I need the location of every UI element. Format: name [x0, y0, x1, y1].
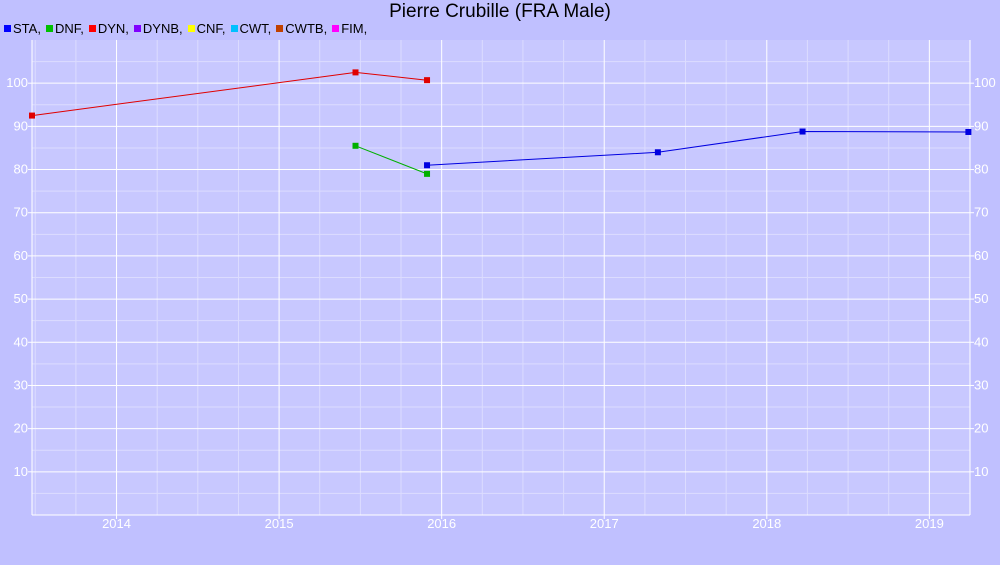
- x-tick-label: 2017: [590, 516, 619, 531]
- legend-item: DYNB,: [133, 21, 183, 36]
- x-tick-label: 2016: [427, 516, 456, 531]
- y-tick-label-left: 60: [14, 248, 28, 263]
- y-tick-label-left: 50: [14, 291, 28, 306]
- y-tick-label-left: 40: [14, 334, 28, 349]
- data-point-sta: [654, 149, 661, 156]
- y-tick-label-left: 80: [14, 162, 28, 177]
- data-point-dyn: [352, 69, 359, 76]
- legend-label: CWT,: [239, 21, 272, 36]
- y-tick-label-left: 100: [6, 75, 28, 90]
- x-tick-label: 2019: [915, 516, 944, 531]
- y-tick-label-left: 10: [14, 464, 28, 479]
- y-tick-label-right: 10: [974, 464, 988, 479]
- legend-item: CWTB,: [276, 21, 327, 36]
- chart-title: Pierre Crubille (FRA Male): [389, 1, 611, 22]
- y-tick-label-left: 90: [14, 118, 28, 133]
- legend-item: DNF,: [45, 21, 84, 36]
- data-point-dyn: [29, 112, 35, 119]
- legend-label: FIM,: [341, 21, 368, 36]
- series-line-sta: [426, 130, 969, 166]
- legend-item: FIM,: [332, 21, 367, 36]
- y-tick-label-right: 70: [974, 205, 988, 220]
- data-point-sta: [965, 128, 972, 135]
- data-point-dyn: [424, 77, 431, 84]
- legend-swatch: [133, 25, 141, 32]
- legend-swatch: [45, 25, 53, 32]
- y-tick-label-left: 70: [14, 205, 28, 220]
- y-tick-label-right: 30: [974, 377, 988, 392]
- x-tick-label: 2018: [752, 516, 781, 531]
- x-tick-label: 2015: [265, 516, 294, 531]
- legend-label: DNF,: [54, 21, 84, 36]
- legend-item: CWT,: [230, 21, 272, 36]
- y-tick-label-right: 40: [974, 334, 988, 349]
- y-tick-label-right: 60: [974, 248, 988, 263]
- y-tick-label-right: 100: [974, 75, 996, 90]
- legend-label: CNF,: [196, 21, 226, 36]
- series-line-dnf: [355, 145, 428, 175]
- y-tick-label-left: 20: [14, 421, 28, 436]
- legend: STA, DNF, DYN, DYNB, CNF, CWT, CWTB, FIM,: [4, 21, 372, 36]
- data-point-sta: [799, 128, 806, 135]
- legend-item: CNF,: [187, 21, 226, 36]
- legend-label: CWTB,: [285, 21, 328, 36]
- y-tick-label-right: 80: [974, 162, 988, 177]
- legend-label: DYNB,: [142, 21, 183, 36]
- legend-item: STA,: [4, 21, 41, 36]
- legend-label: DYN,: [97, 21, 129, 36]
- y-tick-label-left: 30: [14, 377, 28, 392]
- legend-swatch: [276, 25, 284, 32]
- legend-swatch: [332, 25, 340, 32]
- x-tick-label: 2014: [102, 516, 131, 531]
- data-point-dnf: [352, 142, 359, 149]
- legend-label: STA,: [13, 21, 41, 36]
- legend-swatch: [4, 25, 11, 32]
- legend-swatch: [187, 25, 195, 32]
- y-tick-label-right: 20: [974, 421, 988, 436]
- data-point-dnf: [424, 170, 431, 177]
- data-point-sta: [424, 162, 431, 169]
- legend-item: DYN,: [88, 21, 129, 36]
- y-tick-label-right: 50: [974, 291, 988, 306]
- legend-swatch: [88, 25, 96, 32]
- legend-swatch: [230, 25, 238, 32]
- y-tick-label-right: 90: [974, 118, 988, 133]
